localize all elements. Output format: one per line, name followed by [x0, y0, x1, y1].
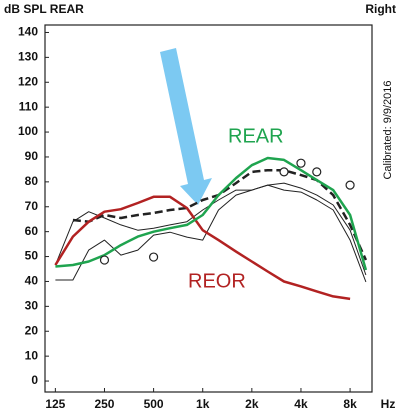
- target-marker: [99, 255, 110, 265]
- x-tick-label: 250: [94, 397, 114, 411]
- y-tick-label: 60: [25, 224, 39, 238]
- x-tick-label: 4k: [294, 397, 308, 411]
- y-tick-label: 10: [25, 348, 39, 362]
- series-line: [54, 195, 351, 301]
- x-tick-label: 8k: [343, 397, 357, 411]
- x-tick-label: 500: [144, 397, 164, 411]
- x-tick-label: 1k: [196, 397, 210, 411]
- y-tick-label: 140: [18, 25, 38, 39]
- series-line: [55, 184, 367, 283]
- y-tick-label: 120: [18, 74, 38, 88]
- y-tick-label: 110: [19, 99, 39, 113]
- reor-label: REOR: [188, 270, 246, 292]
- target-marker: [279, 167, 289, 177]
- plot-frame: [44, 24, 373, 393]
- x-axis-label: Hz: [381, 397, 396, 411]
- rear-label: REAR: [228, 125, 284, 147]
- y-tick-label: 40: [25, 274, 39, 288]
- series-line: [55, 156, 368, 271]
- y-tick-label: 130: [18, 50, 38, 64]
- x-tick-label: 125: [45, 397, 65, 411]
- y-tick-label: 20: [25, 323, 39, 337]
- y-tick-label: 100: [18, 124, 38, 138]
- y-tick-label: 0: [31, 373, 38, 387]
- x-tick-label: 2k: [245, 397, 259, 411]
- y-tick-label: 80: [25, 174, 39, 188]
- y-tick-label: 90: [25, 149, 39, 163]
- y-tick-label: 50: [25, 249, 39, 263]
- target-marker: [345, 180, 355, 190]
- y-tick-label: 70: [25, 199, 39, 213]
- target-marker: [312, 167, 322, 177]
- chart-subtitle: Right: [365, 2, 396, 16]
- blue-arrow: [160, 48, 212, 205]
- y-tick-label: 30: [25, 299, 39, 313]
- target-marker: [296, 158, 306, 168]
- chart-title: dB SPL REAR: [4, 2, 84, 16]
- calibration-note: Calibrated: 9/9/2016: [382, 80, 394, 179]
- target-marker: [148, 252, 159, 262]
